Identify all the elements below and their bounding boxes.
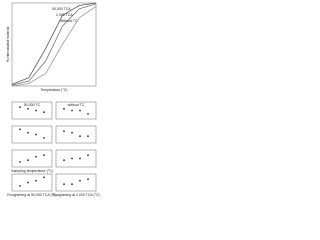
scatter-point <box>35 155 37 158</box>
scatter-point <box>79 135 81 138</box>
scatter-point <box>87 135 89 138</box>
scatter-point <box>27 131 29 134</box>
plot-frame <box>11 173 53 192</box>
plot-frame <box>55 125 97 144</box>
plot-frame <box>11 149 53 168</box>
scatter-point <box>19 128 21 131</box>
scatter-point <box>63 159 65 162</box>
scatter-point <box>43 154 45 157</box>
scatter-point <box>19 106 21 108</box>
x-axis-label: Roughening at 2,000 TCA (°C) <box>52 193 99 197</box>
scatter-point <box>71 131 73 134</box>
scatter-point <box>87 113 89 115</box>
scatter-point <box>79 109 81 112</box>
scatter-point <box>71 183 73 186</box>
scatter-point <box>63 107 65 110</box>
scatter-point <box>27 159 29 162</box>
scatter-point <box>87 154 89 157</box>
scatter-point <box>27 107 29 110</box>
y-axis-label: % intercalated material <box>6 26 10 62</box>
legend-label: Without TC <box>60 19 78 23</box>
line-series <box>11 3 97 86</box>
scatter-point <box>35 133 37 136</box>
plot-frame <box>11 2 97 87</box>
scatter-point <box>79 157 81 160</box>
panel-title: 50,000 TC <box>24 103 41 107</box>
plot-frame <box>55 101 97 120</box>
x-axis-label: Roughening at 50,000 TCA (°C) <box>7 193 56 197</box>
plot-frame <box>11 101 53 120</box>
legend-label: 50,000 TCA <box>52 7 71 11</box>
legend-label: 2,000 TCA <box>56 13 73 17</box>
scatter-point <box>43 176 45 179</box>
x-axis-label: Temperature (°C) <box>41 88 68 92</box>
scatter-point <box>71 157 73 160</box>
scatter-point <box>79 179 81 182</box>
scatter-point <box>43 111 45 114</box>
scatter-point <box>63 183 65 186</box>
scatter-point <box>71 109 73 112</box>
scatter-point <box>63 130 65 133</box>
line-series <box>11 5 97 87</box>
plot-frame <box>55 173 97 192</box>
scatter-point <box>27 181 29 184</box>
plot-frame <box>55 149 97 168</box>
scatter-point <box>35 179 37 182</box>
x-axis-label: Sampling temperature (°C) <box>11 169 53 173</box>
scatter-point <box>87 178 89 181</box>
scatter-point <box>19 185 21 187</box>
plot-frame <box>11 125 53 144</box>
scatter-point <box>35 109 37 112</box>
scatter-point <box>19 161 21 163</box>
scatter-point <box>43 137 45 139</box>
figure: Temperature (°C) % intercalated material 5… <box>6 2 100 197</box>
line-series <box>11 2 97 85</box>
panel-title: without TC <box>68 103 85 107</box>
